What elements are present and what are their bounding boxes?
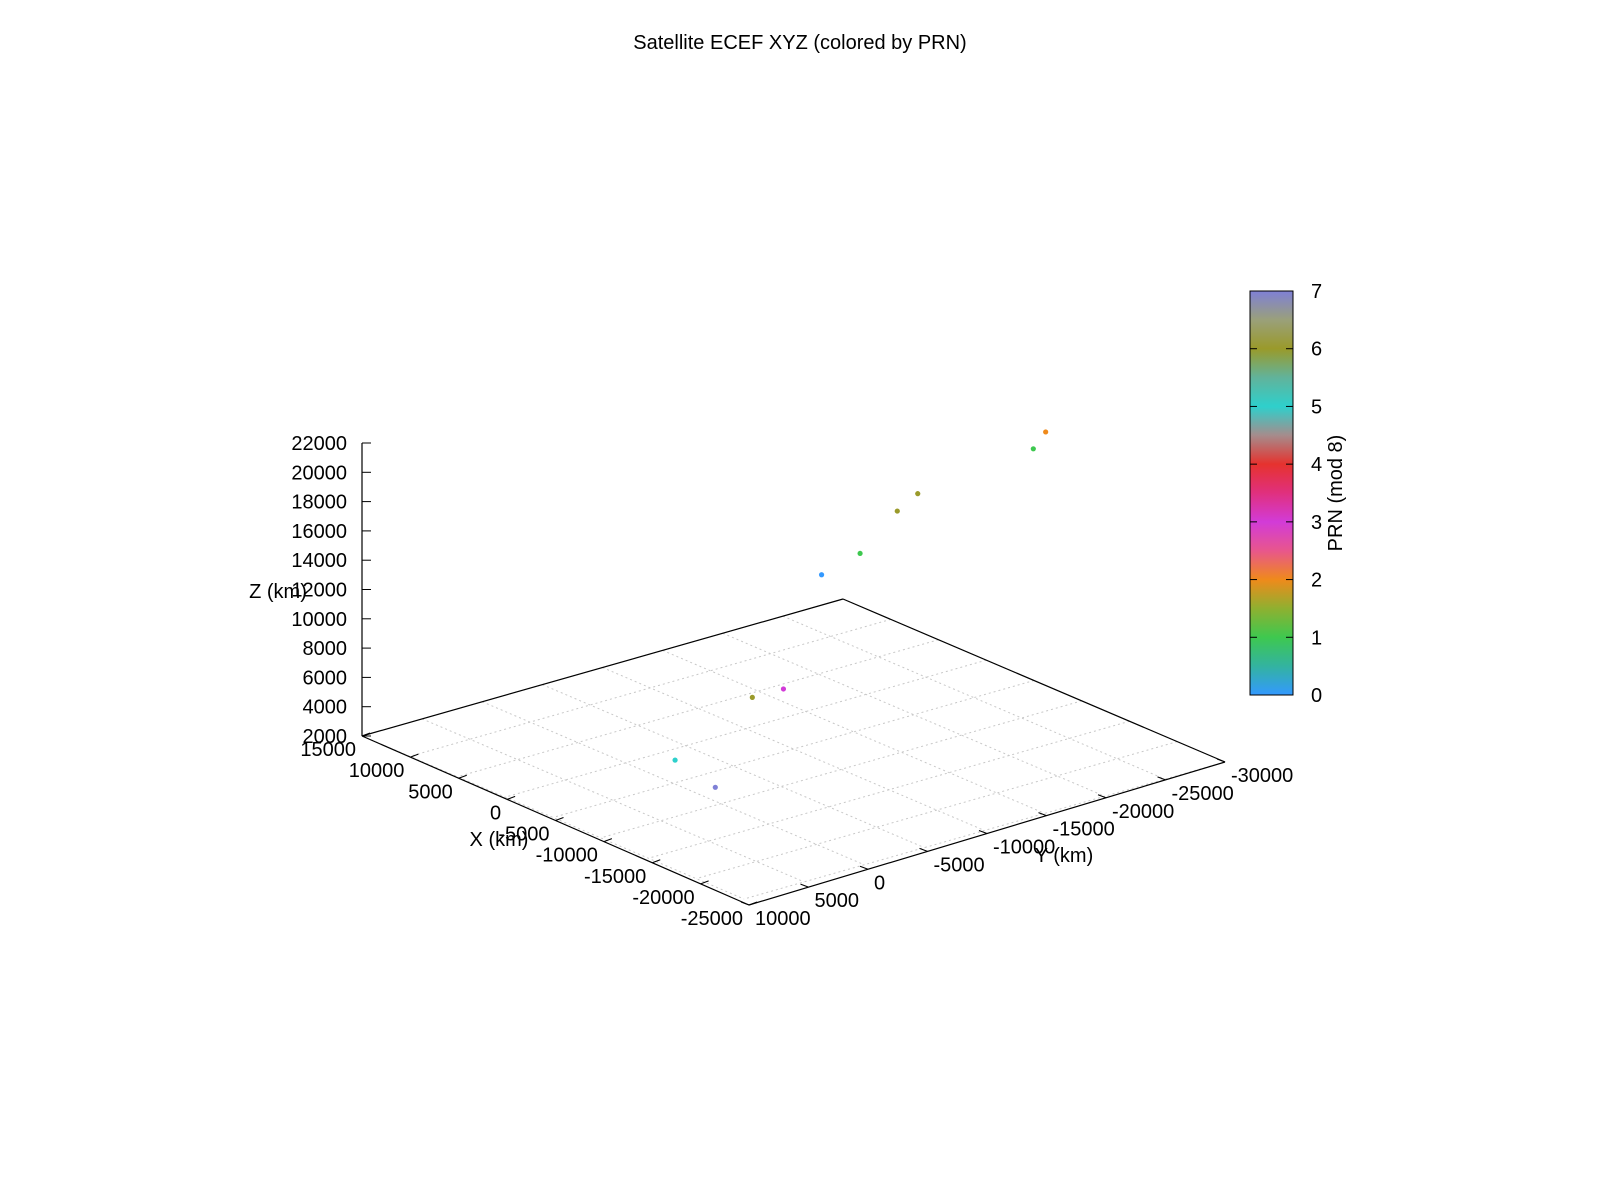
colorbar-scale <box>1249 290 1294 696</box>
y-tick-mark <box>978 830 988 834</box>
y-tick-label: -5000 <box>934 854 985 876</box>
z-tick-label: 6000 <box>303 667 348 689</box>
grid-line-y <box>552 680 1035 818</box>
z-tick-label: 12000 <box>291 580 347 602</box>
satellite-point <box>712 784 718 790</box>
z-tick-label: 14000 <box>291 550 347 572</box>
x-tick-mark <box>506 795 516 800</box>
data-points <box>672 429 1049 790</box>
x-tick-mark <box>458 774 467 779</box>
x-tick-mark <box>748 901 758 906</box>
y-tick-mark <box>919 847 928 852</box>
y-tick-label: -30000 <box>1231 765 1293 787</box>
colorbar-tick-label: 0 <box>1311 685 1322 707</box>
grid-line-x <box>602 667 985 831</box>
grid-line-x <box>782 615 1166 780</box>
x-tick-label: -5000 <box>498 824 549 846</box>
z-tick-label: 20000 <box>291 462 347 484</box>
tick-labels: 150001000050000-5000-10000-15000-20000-2… <box>291 433 1293 930</box>
colorbar-ticks: 0 1 2 3 4 5 6 7 <box>1250 281 1322 707</box>
x-tick-label: -25000 <box>681 908 743 930</box>
grid-line-y <box>648 720 1130 859</box>
z-tick-label: 4000 <box>303 697 348 719</box>
y-tick-label: -15000 <box>1053 819 1115 841</box>
grid-line-y <box>743 761 1226 900</box>
colorbar-tick-label: 6 <box>1311 339 1322 361</box>
y-tick-mark <box>859 865 869 870</box>
colorbar-tick-label: 4 <box>1311 454 1322 476</box>
y-tick-mark <box>1216 758 1226 763</box>
colorbar: 0 1 2 3 4 5 6 7 PRN (mod 8) <box>1249 281 1347 707</box>
grid-line-x <box>542 684 925 849</box>
grid-line-x <box>361 735 745 900</box>
x-axis-label: X (km) <box>470 829 529 851</box>
x-tick-label: 0 <box>490 802 501 824</box>
x-tick-mark <box>555 817 564 821</box>
grid-line-x <box>421 718 805 883</box>
z-tick-label: 18000 <box>291 492 347 514</box>
y-tick-label: 10000 <box>755 908 811 930</box>
y-tick-label: 5000 <box>815 890 860 912</box>
colorbar-label: PRN (mod 8) <box>1325 435 1347 552</box>
z-tick-label: 8000 <box>303 638 348 660</box>
satellite-point <box>1043 429 1049 435</box>
z-tick-label: 2000 <box>303 726 348 748</box>
chart-title: Satellite ECEF XYZ (colored by PRN) <box>633 32 966 54</box>
colorbar-tick-label: 1 <box>1311 627 1322 649</box>
colorbar-tick-label: 2 <box>1311 570 1322 592</box>
x-tick-mark <box>700 880 709 885</box>
grid-line-x <box>662 649 1045 814</box>
grid-line-x <box>722 632 1105 797</box>
y-tick-label: 0 <box>874 872 885 894</box>
z-tick-label: 16000 <box>291 521 347 543</box>
x-tick-label: 5000 <box>408 781 453 803</box>
x-tick-label: -20000 <box>632 887 694 909</box>
satellite-point <box>857 550 863 557</box>
satellite-point <box>894 508 900 514</box>
floor-edge-back-left <box>361 598 844 737</box>
colorbar-tick-label: 3 <box>1311 512 1322 534</box>
x-tick-label: -10000 <box>536 845 598 867</box>
x-tick-mark <box>410 753 419 758</box>
satellite-point <box>780 686 787 692</box>
x-tick-mark <box>652 859 661 864</box>
z-axis-label: Z (km) <box>249 581 307 603</box>
grid-line-y <box>696 741 1178 880</box>
grid-line-y <box>600 700 1082 839</box>
x-tick-label: 15000 <box>300 739 356 761</box>
floor-edge-back-right <box>842 598 1226 763</box>
y-tick-label: -20000 <box>1112 801 1174 823</box>
y-tick-mark <box>1157 776 1166 781</box>
grid-line-x <box>482 701 865 866</box>
satellite-point <box>915 491 921 497</box>
x-tick-label: -15000 <box>584 866 646 888</box>
x-tick-label: 10000 <box>349 760 405 782</box>
z-tick-label: 22000 <box>291 433 347 455</box>
y-tick-label: -25000 <box>1172 783 1234 805</box>
y-tick-label: -10000 <box>993 837 1055 859</box>
colorbar-tick-label: 7 <box>1311 281 1322 303</box>
grid-line-y <box>457 639 939 778</box>
grid-line-y <box>505 659 987 798</box>
z-tick-label: 10000 <box>291 609 347 631</box>
colorbar-tick-label: 5 <box>1311 396 1322 418</box>
satellite-point <box>672 757 678 763</box>
satellite-point <box>818 572 825 578</box>
y-tick-mark <box>740 901 750 906</box>
y-tick-mark <box>1038 812 1047 817</box>
floor-grid <box>361 598 1226 900</box>
y-tick-mark <box>800 883 809 888</box>
satellite-point <box>1030 446 1036 452</box>
x-tick-mark <box>603 838 613 843</box>
satellite-point <box>749 694 755 700</box>
y-axis-label: Y (km) <box>1035 845 1094 867</box>
y-tick-mark <box>1097 794 1107 799</box>
grid-line-y <box>409 618 891 757</box>
